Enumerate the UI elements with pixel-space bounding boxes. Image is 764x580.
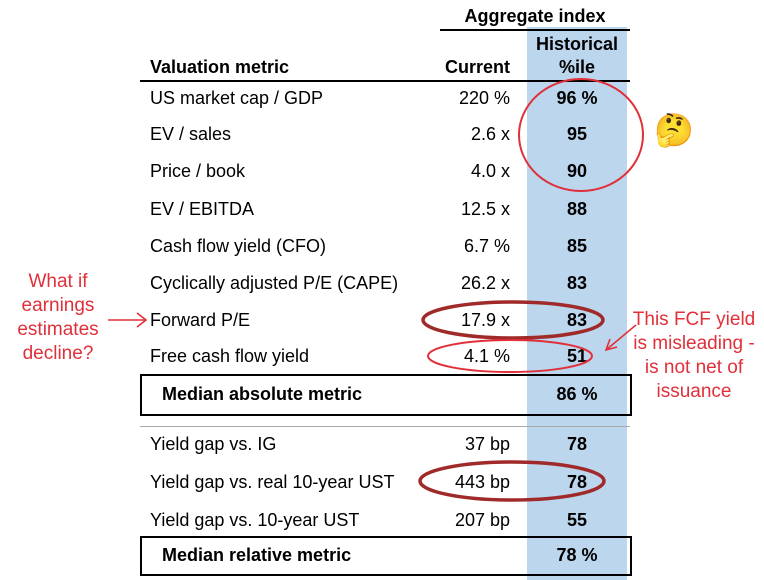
percentile-value: 96 % [556,88,598,108]
current-value: 4.1 % [463,346,510,366]
right-annotation: This FCF yield is misleading - is not ne… [632,309,756,402]
col-header-current: Current [444,57,510,77]
metric-label: Forward P/E [150,310,251,330]
percentile-value: 90 [566,161,588,181]
median-relative-value: 78 % [556,545,598,565]
percentile-value: 83 [566,273,588,293]
median-absolute-value: 86 % [556,384,598,404]
top-percentile-circle [518,78,644,192]
current-value: 443 bp [454,472,510,492]
median-absolute-box [140,374,632,416]
percentile-value: 95 [566,124,588,144]
median-absolute-label: Median absolute metric [162,384,363,404]
real-ust-ellipse [418,460,606,502]
metric-label: EV / sales [150,124,232,144]
percentile-value: 78 [566,434,588,454]
metric-label: Yield gap vs. IG [150,434,277,454]
left-annotation: What if earnings estimates decline? [17,271,99,364]
group-header-rule [440,29,630,31]
percentile-value: 55 [566,510,588,530]
percentile-value: 78 [566,472,588,492]
current-value: 220 % [458,88,510,108]
current-value: 26.2 x [460,273,510,293]
percentile-value: 88 [566,199,588,219]
percentile-value: 85 [566,236,588,256]
metric-label: Free cash flow yield [150,346,310,366]
metric-label: Price / book [150,161,246,181]
left-arrow [108,312,148,328]
median-relative-label: Median relative metric [162,545,352,565]
forward-pe-ellipse [421,300,605,340]
metric-label: Cyclically adjusted P/E (CAPE) [150,273,399,293]
fcf-yield-ellipse [427,339,593,373]
current-value: 4.0 x [470,161,510,181]
section-divider [140,426,630,427]
current-value: 12.5 x [460,199,510,219]
median-relative-box [140,536,632,576]
percentile-value: 51 [566,346,588,366]
metric-label: Yield gap vs. 10-year UST [150,510,360,530]
current-value: 37 bp [464,434,510,454]
metric-label: EV / EBITDA [150,199,255,219]
percentile-value: 83 [566,310,588,330]
current-value: 6.7 % [463,236,510,256]
metric-label: Cash flow yield (CFO) [150,236,327,256]
current-value: 207 bp [454,510,510,530]
thinking-face-icon: 🤔 [654,112,694,148]
group-header: Aggregate index [464,6,606,26]
header-rule [140,80,630,82]
col-header-historical: Historical %ile [535,34,619,77]
metric-label: US market cap / GDP [150,88,324,108]
current-value: 17.9 x [460,310,510,330]
col-header-metric: Valuation metric [150,57,290,77]
current-value: 2.6 x [470,124,510,144]
right-arrow [604,324,637,352]
metric-label: Yield gap vs. real 10-year UST [150,472,395,492]
